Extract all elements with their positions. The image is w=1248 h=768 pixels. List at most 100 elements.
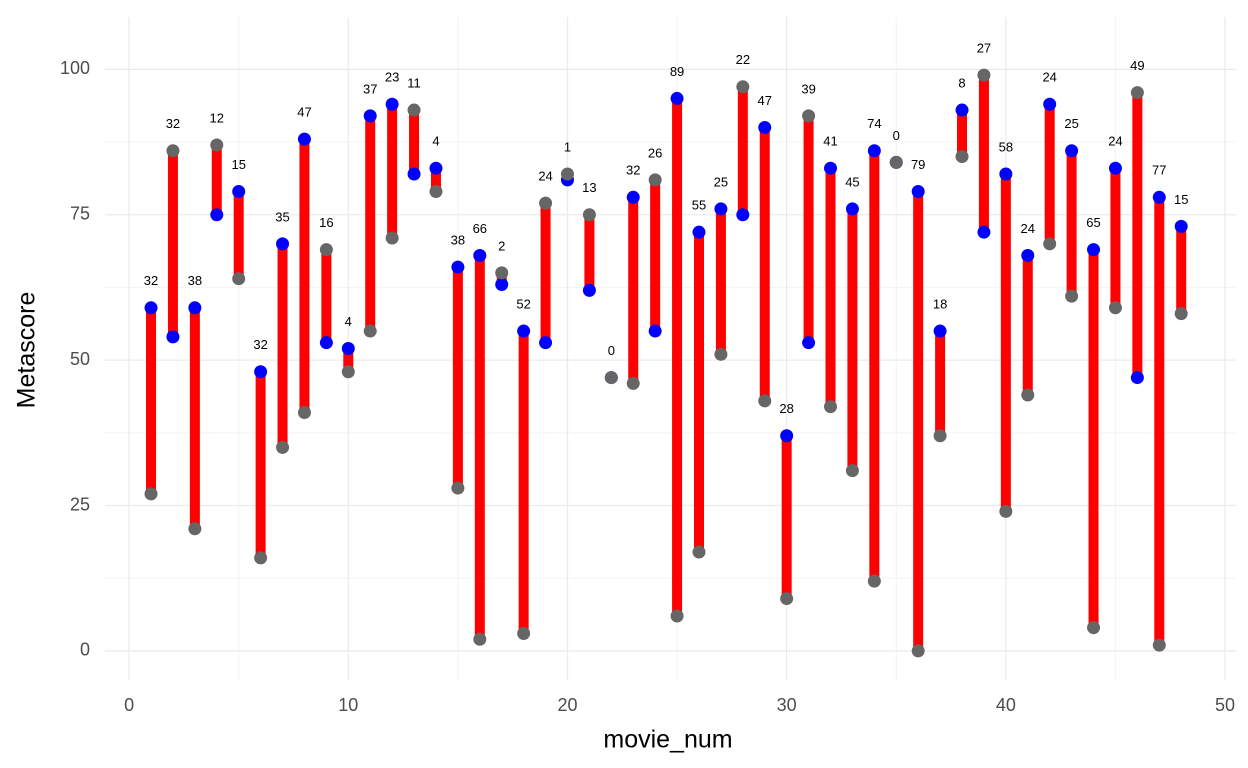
data-label: 27 bbox=[977, 41, 991, 56]
data-label: 38 bbox=[188, 273, 202, 288]
point bbox=[955, 103, 969, 117]
point bbox=[758, 121, 772, 134]
data-label: 11 bbox=[407, 75, 421, 90]
point bbox=[473, 248, 487, 262]
point bbox=[692, 545, 706, 559]
point bbox=[1108, 301, 1122, 315]
point bbox=[385, 97, 399, 111]
point bbox=[495, 278, 509, 292]
point bbox=[845, 202, 859, 216]
data-label: 0 bbox=[893, 128, 900, 143]
point bbox=[232, 272, 246, 286]
point bbox=[451, 481, 465, 495]
data-label: 23 bbox=[385, 70, 399, 85]
point bbox=[1152, 190, 1166, 204]
point bbox=[144, 487, 158, 501]
point bbox=[824, 400, 838, 414]
data-label: 66 bbox=[473, 221, 487, 236]
point bbox=[429, 161, 443, 175]
point bbox=[977, 225, 991, 239]
data-label: 58 bbox=[999, 139, 1013, 154]
point bbox=[1021, 388, 1035, 402]
data-label: 24 bbox=[1042, 70, 1056, 85]
data-label: 37 bbox=[363, 81, 377, 96]
point bbox=[254, 365, 268, 379]
x-tick-label: 50 bbox=[1215, 695, 1235, 715]
x-tick-label: 30 bbox=[777, 695, 797, 715]
point bbox=[626, 376, 640, 390]
data-label: 32 bbox=[253, 337, 267, 352]
point bbox=[560, 167, 574, 181]
y-tick-label: 50 bbox=[70, 349, 90, 369]
point bbox=[319, 336, 333, 350]
point bbox=[1152, 638, 1166, 652]
point bbox=[802, 336, 816, 350]
point bbox=[999, 504, 1013, 518]
point bbox=[736, 208, 750, 222]
point bbox=[911, 184, 925, 198]
point bbox=[714, 202, 728, 216]
data-label: 4 bbox=[432, 134, 439, 149]
point bbox=[889, 155, 903, 169]
point bbox=[1043, 237, 1057, 251]
point bbox=[539, 196, 553, 210]
point bbox=[517, 626, 531, 640]
point bbox=[1174, 219, 1188, 233]
point bbox=[911, 644, 925, 658]
data-label: 18 bbox=[933, 296, 947, 311]
point bbox=[845, 464, 859, 478]
point bbox=[648, 324, 662, 338]
point bbox=[341, 342, 355, 355]
point bbox=[1065, 289, 1079, 303]
data-label: 16 bbox=[319, 215, 333, 230]
point bbox=[276, 440, 290, 454]
data-label: 0 bbox=[608, 343, 615, 358]
point bbox=[166, 144, 180, 158]
data-label: 25 bbox=[1064, 116, 1078, 131]
point bbox=[802, 109, 816, 123]
data-label: 15 bbox=[231, 157, 245, 172]
point bbox=[1130, 86, 1144, 100]
point bbox=[867, 574, 881, 588]
point bbox=[867, 144, 881, 158]
data-label: 77 bbox=[1152, 163, 1166, 178]
data-label: 28 bbox=[779, 401, 793, 416]
point bbox=[429, 184, 443, 198]
point bbox=[1087, 621, 1101, 635]
point bbox=[1130, 371, 1144, 385]
point bbox=[758, 394, 772, 408]
point bbox=[210, 208, 224, 222]
point bbox=[626, 190, 640, 204]
x-tick-label: 0 bbox=[124, 695, 134, 715]
point bbox=[1065, 144, 1079, 158]
point bbox=[254, 551, 268, 565]
point bbox=[933, 324, 947, 338]
y-tick-label: 25 bbox=[70, 494, 90, 514]
point bbox=[539, 336, 553, 350]
x-tick-label: 40 bbox=[996, 695, 1016, 715]
point bbox=[1174, 307, 1188, 321]
data-label: 1 bbox=[564, 139, 571, 154]
point bbox=[670, 91, 684, 105]
data-label: 32 bbox=[626, 163, 640, 178]
x-tick-label: 20 bbox=[557, 695, 577, 715]
point bbox=[363, 109, 377, 123]
data-label: 24 bbox=[1108, 134, 1122, 149]
point bbox=[276, 237, 290, 251]
point bbox=[714, 347, 728, 361]
data-label: 52 bbox=[516, 296, 530, 311]
data-label: 65 bbox=[1086, 215, 1100, 230]
point bbox=[407, 103, 421, 117]
data-label: 49 bbox=[1130, 58, 1144, 73]
point bbox=[955, 150, 969, 164]
data-label: 45 bbox=[845, 174, 859, 189]
point bbox=[1021, 248, 1035, 262]
point bbox=[144, 301, 158, 315]
point bbox=[999, 167, 1013, 181]
point bbox=[232, 184, 246, 198]
point bbox=[407, 167, 421, 181]
point bbox=[341, 365, 355, 379]
data-label: 38 bbox=[451, 233, 465, 248]
point bbox=[473, 632, 487, 646]
